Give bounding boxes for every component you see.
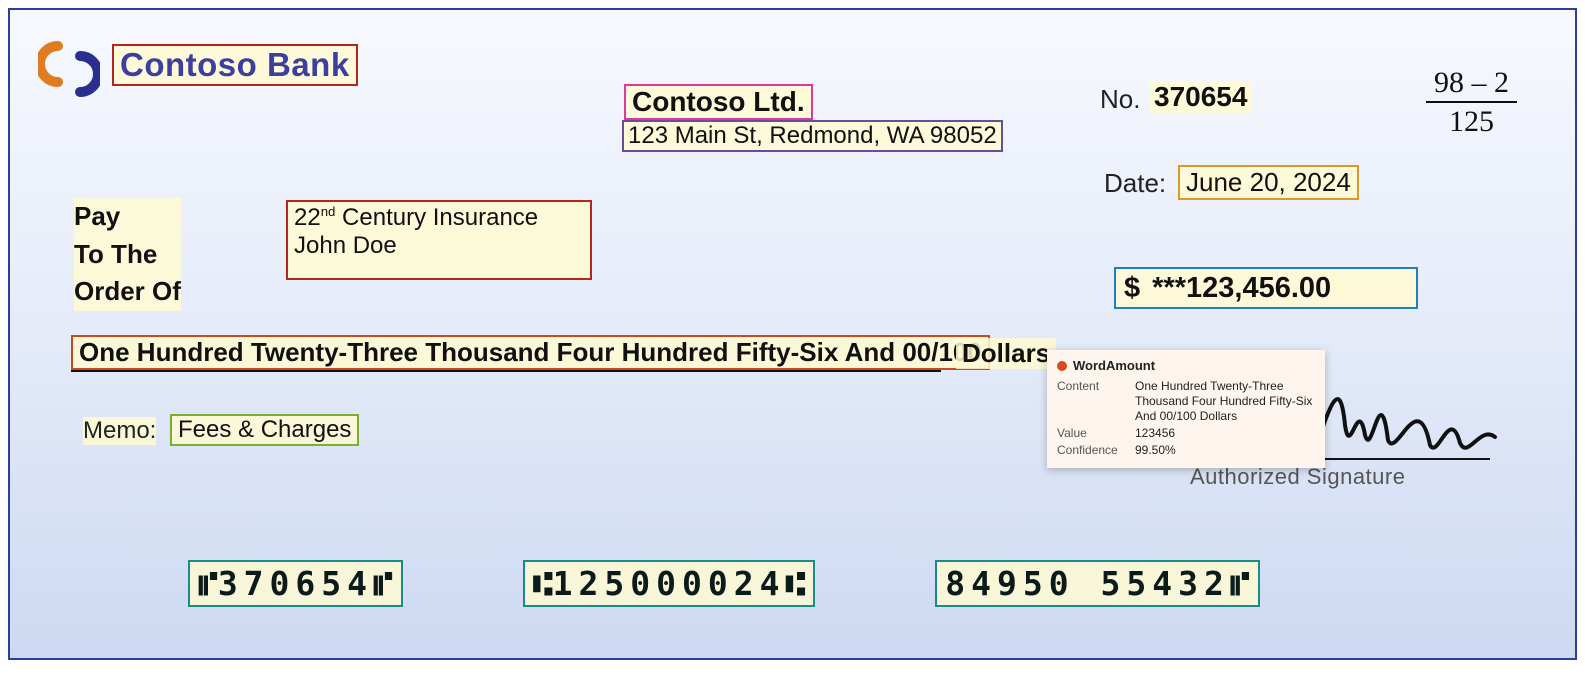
pay-to-label-1: Pay bbox=[74, 198, 181, 236]
routing-fraction-bar bbox=[1426, 101, 1517, 103]
micr-account-digits: 84950 55432 bbox=[945, 564, 1230, 603]
micr-onus-symbol-left: ⑈ bbox=[198, 564, 218, 603]
amount-value: ***123,456.00 bbox=[1152, 272, 1331, 305]
micr-transit-symbol-right: ⑆ bbox=[785, 564, 805, 603]
bank-logo-icon bbox=[38, 38, 100, 100]
pay-to-label-3: Order Of bbox=[74, 273, 181, 311]
tooltip-row: Confidence 99.50% bbox=[1057, 443, 1315, 458]
word-amount-suffix: Dollars bbox=[956, 338, 1056, 369]
check-document: Contoso Bank Contoso Ltd. 123 Main St, R… bbox=[8, 8, 1577, 660]
payee-line-2: John Doe bbox=[294, 232, 584, 260]
field-tooltip: WordAmount Content One Hundred Twenty-Th… bbox=[1047, 350, 1325, 468]
check-number-label: No. bbox=[1100, 84, 1140, 115]
tooltip-title: WordAmount bbox=[1073, 358, 1155, 373]
tooltip-value: 123456 bbox=[1135, 426, 1315, 441]
memo-label: Memo: bbox=[83, 417, 156, 445]
signature-scribble bbox=[1310, 365, 1500, 465]
micr-account-number: 84950 55432⑈ bbox=[935, 560, 1259, 607]
tooltip-value: 99.50% bbox=[1135, 443, 1315, 458]
micr-row: ⑈370654⑈ ⑆125000024⑆ 84950 55432⑈ bbox=[188, 560, 1260, 607]
micr-onus-symbol-right: ⑈ bbox=[373, 564, 393, 603]
tooltip-header: WordAmount bbox=[1057, 358, 1315, 373]
payee-box: 22nd Century Insurance John Doe bbox=[286, 200, 592, 280]
micr-check-number: ⑈370654⑈ bbox=[188, 560, 403, 607]
tooltip-key: Value bbox=[1057, 426, 1135, 441]
payee-pre: 22 bbox=[294, 204, 321, 231]
micr-routing-digits: 125000024 bbox=[553, 564, 786, 603]
payee-sup: nd bbox=[321, 204, 336, 219]
payee-post: Century Insurance bbox=[335, 204, 538, 231]
tooltip-row: Content One Hundred Twenty-Three Thousan… bbox=[1057, 379, 1315, 424]
micr-check-digits: 370654 bbox=[218, 564, 373, 603]
amount-box: $ ***123,456.00 bbox=[1114, 267, 1418, 309]
pay-to-label: Pay To The Order Of bbox=[74, 198, 181, 311]
word-amount-text: One Hundred Twenty-Three Thousand Four H… bbox=[71, 335, 990, 370]
tooltip-row: Value 123456 bbox=[1057, 426, 1315, 441]
amount-symbol: $ bbox=[1124, 272, 1140, 305]
micr-onus-symbol-account: ⑈ bbox=[1230, 564, 1250, 603]
drawer-address: 123 Main St, Redmond, WA 98052 bbox=[622, 120, 1003, 152]
tooltip-value: One Hundred Twenty-Three Thousand Four H… bbox=[1135, 379, 1315, 424]
date-value: June 20, 2024 bbox=[1178, 165, 1359, 200]
drawer-name: Contoso Ltd. bbox=[624, 84, 813, 120]
routing-fraction-top: 98 – 2 bbox=[1426, 66, 1517, 99]
tooltip-dot-icon bbox=[1057, 361, 1067, 371]
payee-line-1: 22nd Century Insurance bbox=[294, 204, 584, 232]
tooltip-key: Content bbox=[1057, 379, 1135, 424]
micr-transit-symbol-left: ⑆ bbox=[533, 564, 553, 603]
word-amount-box: One Hundred Twenty-Three Thousand Four H… bbox=[71, 335, 1051, 370]
routing-fraction-bottom: 125 bbox=[1426, 105, 1517, 138]
word-amount-underline bbox=[71, 370, 941, 372]
tooltip-key: Confidence bbox=[1057, 443, 1135, 458]
date-label: Date: bbox=[1104, 168, 1166, 199]
micr-routing-number: ⑆125000024⑆ bbox=[523, 560, 815, 607]
memo-value: Fees & Charges bbox=[170, 414, 359, 446]
check-number-value: 370654 bbox=[1150, 81, 1251, 113]
routing-fraction: 98 – 2 125 bbox=[1426, 66, 1517, 138]
bank-name: Contoso Bank bbox=[112, 44, 358, 86]
pay-to-label-2: To The bbox=[74, 236, 181, 274]
